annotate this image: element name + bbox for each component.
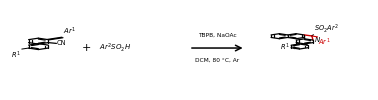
- Text: //: //: [291, 43, 297, 49]
- Text: CN: CN: [57, 40, 66, 46]
- Text: $R^1$: $R^1$: [280, 42, 289, 53]
- Text: N: N: [314, 37, 320, 43]
- Text: $Ar^1$: $Ar^1$: [63, 26, 76, 37]
- Text: +: +: [82, 43, 91, 53]
- Text: $Ar^2SO_2H$: $Ar^2SO_2H$: [99, 42, 131, 54]
- Text: $Ar^1$: $Ar^1$: [318, 37, 330, 48]
- Text: DCM, 80 °C, Ar: DCM, 80 °C, Ar: [195, 58, 239, 63]
- Text: $R^1$: $R^1$: [11, 49, 21, 61]
- Text: $SO_2Ar^2$: $SO_2Ar^2$: [314, 22, 339, 35]
- Text: TBPB, NaOAc: TBPB, NaOAc: [198, 33, 237, 38]
